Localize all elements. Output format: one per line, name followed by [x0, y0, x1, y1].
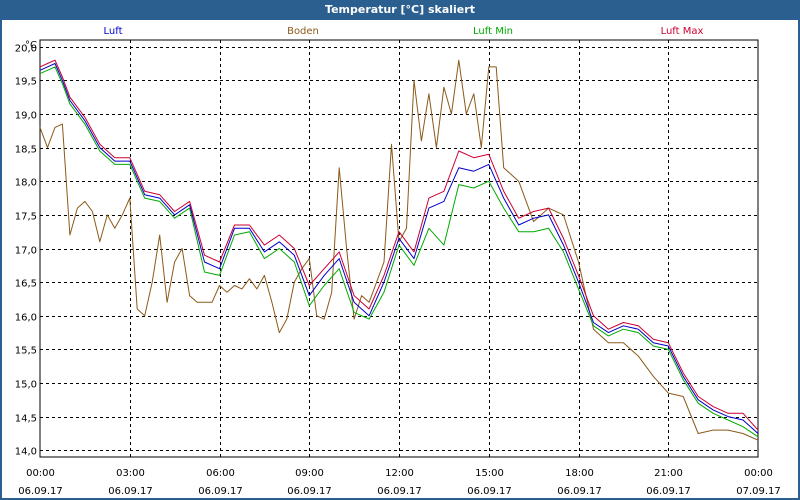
y-tick-label: 19,0 [15, 111, 37, 122]
y-tick-label: 19,5 [15, 77, 37, 88]
y-tick-label: 14,5 [15, 414, 37, 425]
y-tick-label: 14,0 [15, 447, 37, 458]
y-tick-label: 18,0 [15, 178, 37, 189]
x-tick-date-label: 07.09.17 [736, 486, 781, 497]
x-tick-time-label: 15:00 [475, 468, 504, 479]
y-tick-label: 18,5 [15, 145, 37, 156]
x-tick-time-label: 03:00 [116, 468, 145, 479]
x-tick-time-label: 00:00 [744, 468, 773, 479]
x-tick-time-label: 18:00 [565, 468, 594, 479]
x-tick-date-label: 06.09.17 [377, 486, 422, 497]
x-tick-date-label: 06.09.17 [646, 486, 691, 497]
series-line-boden [39, 59, 759, 441]
y-axis-unit-label: °C [25, 40, 37, 51]
legend-item-luft: Luft [104, 26, 123, 37]
x-tick-time-label: 09:00 [295, 468, 324, 479]
x-tick-time-label: 06:00 [206, 468, 235, 479]
y-tick-label: 17,0 [15, 246, 37, 257]
x-tick-time-label: 00:00 [26, 468, 55, 479]
legend-item-luft-min: Luft Min [473, 26, 513, 37]
x-tick-date-label: 06.09.17 [18, 486, 63, 497]
x-tick-date-label: 06.09.17 [557, 486, 602, 497]
y-tick-label: 16,5 [15, 279, 37, 290]
chart-title: Temperatur [°C] skaliert [0, 0, 800, 20]
y-tick-label: 15,5 [15, 346, 37, 357]
y-tick-label: 16,0 [15, 313, 37, 324]
y-tick-label: 15,0 [15, 380, 37, 391]
series-line-luft-min [39, 66, 759, 438]
x-tick-time-label: 21:00 [654, 468, 683, 479]
series-line-luft-max [39, 59, 759, 431]
plot-area [39, 39, 759, 458]
x-tick-date-label: 06.09.17 [467, 486, 512, 497]
y-tick-label: 20,0 [15, 44, 37, 55]
x-tick-date-label: 06.09.17 [108, 486, 153, 497]
legend-item-boden: Boden [287, 26, 319, 37]
series-line-luft [39, 63, 759, 434]
x-tick-time-label: 12:00 [385, 468, 414, 479]
legend-item-luft-max: Luft Max [661, 26, 704, 37]
x-tick-date-label: 06.09.17 [198, 486, 243, 497]
x-tick-date-label: 06.09.17 [287, 486, 332, 497]
y-tick-label: 17,5 [15, 212, 37, 223]
